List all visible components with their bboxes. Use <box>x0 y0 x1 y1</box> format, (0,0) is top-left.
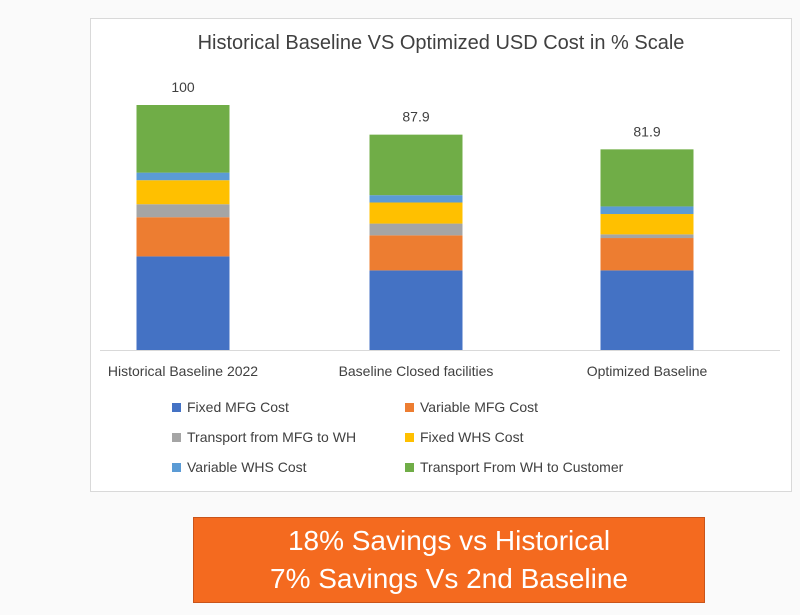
legend-item: Fixed WHS Cost <box>405 429 523 445</box>
bar-segment <box>136 180 230 205</box>
data-label-total: 87.9 <box>402 109 429 125</box>
chart-title: Historical Baseline VS Optimized USD Cos… <box>197 32 685 54</box>
legend-label: Transport From WH to Customer <box>420 459 624 475</box>
legend-swatch <box>405 432 414 442</box>
legend-label: Transport from MFG to WH <box>187 429 357 445</box>
bar-segment <box>600 149 694 207</box>
bar-segment <box>600 234 694 239</box>
legend-swatch <box>172 462 181 472</box>
legend-label: Variable WHS Cost <box>187 459 307 475</box>
bar-segment <box>136 256 230 350</box>
legend-label: Fixed MFG Cost <box>187 399 289 415</box>
bar-segment <box>600 270 694 350</box>
data-label-total: 100 <box>171 79 195 95</box>
savings-line-1: 18% Savings vs Historical <box>287 525 611 556</box>
bar-segment <box>136 204 230 218</box>
bar-segment <box>136 172 230 181</box>
bar-segment <box>600 238 694 271</box>
legend-swatch <box>172 432 181 442</box>
bar-segment <box>136 217 230 257</box>
category-label: Baseline Closed facilities <box>339 363 494 379</box>
bar-segment <box>369 134 463 196</box>
legend-item: Fixed MFG Cost <box>172 399 289 415</box>
data-label-total: 81.9 <box>633 123 660 139</box>
category-label: Historical Baseline 2022 <box>108 363 258 379</box>
bar-segment <box>369 202 463 224</box>
legend-swatch <box>172 402 181 412</box>
bar-segment <box>600 214 694 235</box>
category-label: Optimized Baseline <box>587 363 708 379</box>
savings-line-2: 7% Savings Vs 2nd Baseline <box>270 563 628 594</box>
legend-item: Transport From WH to Customer <box>405 459 623 475</box>
savings-banner: 18% Savings vs Historical 7% Savings Vs … <box>193 517 705 603</box>
legend-item: Transport from MFG to WH <box>172 429 356 445</box>
legend-swatch <box>405 462 414 472</box>
legend-item: Variable WHS Cost <box>172 459 307 475</box>
bar-segment <box>369 235 463 271</box>
legend-label: Fixed WHS Cost <box>420 429 524 445</box>
bar-segment <box>369 270 463 350</box>
bar-segment <box>600 206 694 215</box>
bar-segment <box>369 195 463 203</box>
bar-segment <box>369 223 463 236</box>
legend-label: Variable MFG Cost <box>420 399 538 415</box>
legend-swatch <box>405 402 414 412</box>
bar-segment <box>136 105 230 173</box>
legend-item: Variable MFG Cost <box>405 399 538 415</box>
